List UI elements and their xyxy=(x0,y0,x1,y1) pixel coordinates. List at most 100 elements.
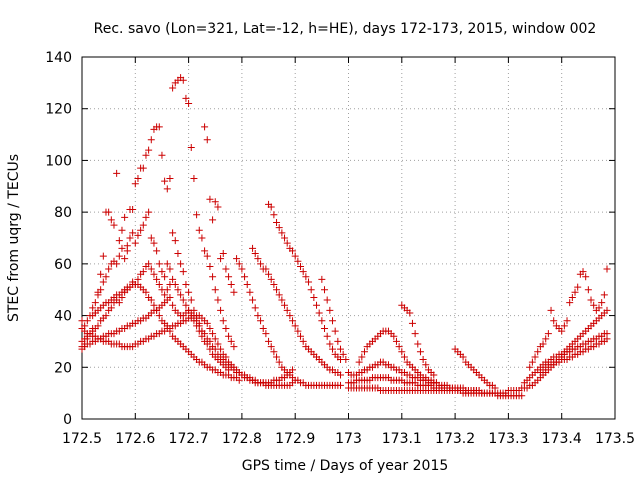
data-point xyxy=(321,286,329,294)
data-point xyxy=(281,234,289,242)
data-point xyxy=(195,226,203,234)
data-point xyxy=(323,332,331,340)
data-point xyxy=(222,325,230,332)
data-point xyxy=(166,175,174,183)
data-point xyxy=(432,379,440,387)
data-point xyxy=(337,345,345,353)
data-point xyxy=(358,353,366,361)
data-point xyxy=(142,213,150,221)
data-point xyxy=(289,317,297,325)
data-point xyxy=(166,265,174,273)
data-point xyxy=(147,136,155,144)
data-point xyxy=(97,270,105,278)
data-point xyxy=(334,337,342,345)
data-point xyxy=(161,177,169,185)
data-point xyxy=(603,306,611,314)
data-point xyxy=(115,299,123,307)
data-point xyxy=(91,299,99,307)
data-point xyxy=(179,268,187,276)
data-point xyxy=(342,356,350,364)
data-point xyxy=(145,146,153,154)
y-tick-label: 60 xyxy=(54,257,72,273)
data-point xyxy=(534,348,542,356)
data-point xyxy=(94,322,102,330)
data-point xyxy=(251,250,259,258)
data-point xyxy=(153,247,161,255)
data-point xyxy=(126,234,134,242)
data-point xyxy=(118,244,126,252)
data-point xyxy=(321,325,329,332)
data-point xyxy=(195,322,203,330)
data-point xyxy=(595,304,603,312)
data-point xyxy=(155,312,163,320)
data-point xyxy=(102,273,110,281)
data-point xyxy=(297,262,305,270)
data-point xyxy=(286,312,294,320)
data-point xyxy=(169,301,177,309)
data-point xyxy=(238,265,246,273)
data-point xyxy=(491,384,499,392)
data-point xyxy=(201,247,209,255)
data-point xyxy=(273,286,281,294)
data-point xyxy=(131,239,139,247)
data-point xyxy=(209,216,217,224)
data-point xyxy=(265,270,273,278)
data-point xyxy=(574,283,582,291)
data-point xyxy=(139,268,147,276)
data-point xyxy=(254,312,262,320)
data-point xyxy=(265,337,273,345)
data-point xyxy=(99,252,107,260)
data-point xyxy=(294,327,302,335)
data-point xyxy=(291,322,299,330)
data-point xyxy=(539,340,547,348)
x-tick-label: 173.5 xyxy=(595,431,635,447)
data-point xyxy=(235,376,243,384)
data-point xyxy=(302,273,310,281)
data-point xyxy=(275,291,283,299)
data-point xyxy=(587,296,595,304)
data-point xyxy=(97,286,105,294)
data-point xyxy=(163,260,171,268)
data-point xyxy=(550,317,558,325)
data-point xyxy=(134,231,142,239)
data-point xyxy=(155,123,163,131)
data-point xyxy=(158,268,166,276)
data-point xyxy=(115,237,123,245)
data-point xyxy=(171,281,179,289)
data-point xyxy=(329,345,337,353)
data-point xyxy=(150,239,158,247)
data-point xyxy=(414,340,422,348)
data-point xyxy=(118,226,126,234)
data-point xyxy=(227,337,235,345)
data-point xyxy=(339,350,347,358)
data-point xyxy=(219,250,227,258)
data-point xyxy=(179,76,187,84)
data-point xyxy=(315,309,323,317)
data-point xyxy=(283,306,291,314)
data-point xyxy=(185,100,193,108)
y-tick-label: 40 xyxy=(54,309,72,325)
data-point xyxy=(297,332,305,340)
data-point xyxy=(289,247,297,255)
data-point xyxy=(566,299,574,307)
data-point xyxy=(299,268,307,276)
data-point xyxy=(283,239,291,247)
data-point xyxy=(206,195,214,203)
data-point xyxy=(392,337,400,345)
data-point xyxy=(137,226,145,234)
data-point xyxy=(227,281,235,289)
data-point xyxy=(416,348,424,356)
data-point xyxy=(579,268,587,276)
data-point xyxy=(174,250,182,258)
data-point xyxy=(259,325,267,332)
data-point xyxy=(262,330,270,338)
data-point xyxy=(99,278,107,286)
data-point xyxy=(422,361,430,369)
data-point xyxy=(230,343,238,351)
data-point xyxy=(281,301,289,309)
data-point xyxy=(105,265,113,273)
data-point xyxy=(249,244,257,252)
data-point xyxy=(110,221,118,229)
data-point xyxy=(171,237,179,245)
